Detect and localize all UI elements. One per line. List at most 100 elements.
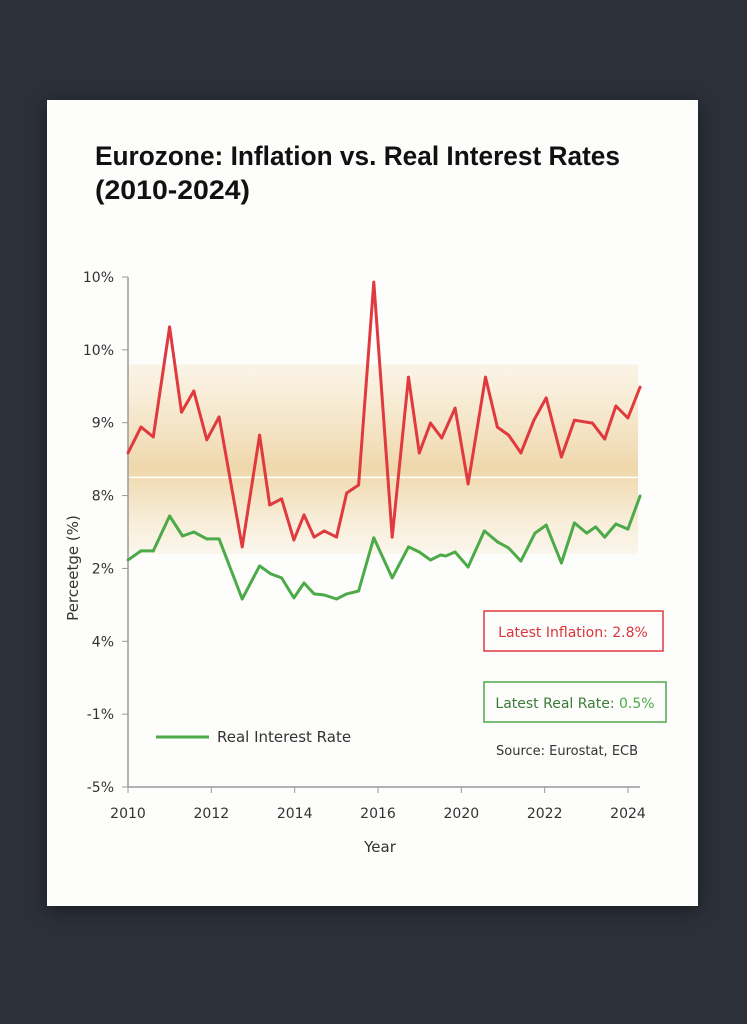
data-point-real_rate [269,572,273,576]
data-point-real_rate [519,559,523,563]
data-point-real_rate [453,550,457,554]
data-point-inflation [126,451,130,455]
data-point-inflation [151,435,155,439]
data-point-inflation [626,416,630,420]
data-point-real_rate [507,546,510,550]
series-line-inflation [126,280,642,549]
data-point-real_rate [205,537,209,541]
source-note: Source: Eurostat, ECB [496,744,638,759]
data-point-real_rate [151,549,155,553]
data-point-real_rate [217,537,221,541]
data-point-inflation [168,325,171,329]
data-point-inflation [312,535,316,539]
data-point-inflation [532,418,536,422]
data-point-real_rate [614,522,618,526]
chart-title-line1: Eurozone: Inflation vs. Real Interest Ra… [95,141,620,171]
data-point-inflation [372,280,376,284]
latest-real-rate-text: Latest Real Rate: 0.5% [495,696,654,712]
legend-label-real-rate: Real Interest Rate [217,728,351,746]
series-line-real_rate [127,495,642,601]
data-point-inflation [357,483,360,487]
data-point-real_rate [603,535,607,539]
data-point-real_rate [585,531,589,535]
data-point-real_rate [417,550,421,554]
y-tick-label: 8% [92,489,114,505]
data-point-inflation [417,451,421,455]
data-point-inflation [205,438,209,442]
data-point-real_rate [258,564,261,568]
data-point-inflation [180,410,183,414]
data-point-inflation [559,455,563,459]
data-point-inflation [335,535,338,539]
chart-title-line2: (2010-2024) [95,175,250,205]
x-tick-label: 2014 [277,806,313,822]
y-tick-label: 10% [83,270,114,286]
data-point-real_rate [345,592,349,596]
data-point-real_rate [302,581,306,585]
data-point-real_rate [638,494,642,498]
data-point-inflation [544,396,548,400]
data-point-real_rate [292,596,296,600]
data-point-inflation [495,425,499,429]
data-point-inflation [192,389,196,393]
data-point-real_rate [390,576,394,580]
y-tick-label: 10% [83,343,114,359]
data-point-real_rate [357,589,360,593]
data-point-inflation [591,421,594,425]
data-point-inflation [429,421,432,425]
y-axis-label: Perceetge (%) [64,515,82,621]
data-point-inflation [258,433,261,437]
data-point-real_rate [429,558,432,562]
data-point-real_rate [126,558,130,562]
data-point-real_rate [372,536,376,540]
data-point-inflation [453,406,457,410]
data-point-inflation [217,415,221,419]
x-tick-label: 2010 [110,806,146,822]
data-point-real_rate [572,521,576,525]
data-point-inflation [268,503,272,507]
latest-real-rate-label: Latest Real Rate: [495,696,619,712]
data-point-real_rate [594,525,598,529]
data-point-inflation [302,513,306,517]
data-point-inflation [638,385,642,389]
x-axis-label: Year [363,838,397,856]
data-point-real_rate [280,576,284,580]
data-point-inflation [603,437,607,441]
data-point-inflation [390,535,394,539]
x-tick-label: 2020 [444,806,480,822]
data-point-real_rate [533,531,537,535]
data-point-real_rate [335,597,338,601]
data-point-real_rate [240,597,244,601]
data-point-inflation [407,375,410,379]
data-point-inflation [572,418,576,422]
data-point-inflation [322,529,326,533]
data-point-real_rate [559,561,563,565]
latest-inflation-text: Latest Inflation: 2.8% [498,625,648,641]
x-tick-label: 2016 [360,806,396,822]
x-tick-label: 2022 [527,806,563,822]
data-point-real_rate [192,530,196,534]
data-point-inflation [345,491,349,495]
data-point-inflation [484,375,487,379]
data-point-real_rate [168,514,171,518]
y-tick-label: 4% [92,634,114,650]
legend: Real Interest Rate [156,728,351,746]
latest-inflation-box: Latest Inflation: 2.8% [483,610,664,652]
data-point-real_rate [312,592,316,596]
data-point-real_rate [626,527,630,531]
data-point-inflation [280,497,284,501]
data-point-inflation [519,451,523,455]
data-point-real_rate [139,549,143,553]
x-tick-label: 2012 [194,806,230,822]
data-point-real_rate [181,534,184,538]
y-tick-label: 2% [92,561,114,577]
y-tick-label: -5% [87,780,114,796]
latest-real-rate-box: Latest Real Rate: 0.5% [483,681,667,723]
data-point-inflation [614,404,618,408]
data-point-inflation [466,482,470,486]
data-point-real_rate [439,553,443,557]
data-point-real_rate [322,593,326,597]
data-point-real_rate [466,565,470,569]
data-point-inflation [292,538,296,542]
